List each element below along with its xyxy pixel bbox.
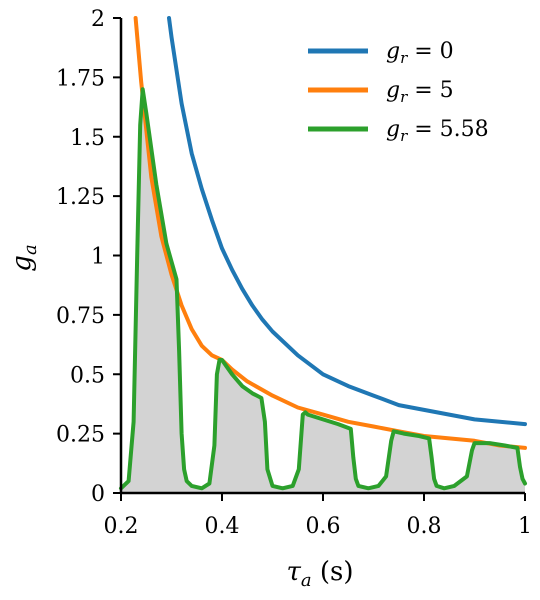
legend-label-gr0: gr = 0 — [386, 39, 454, 67]
legend-label-gr5: gr = 5 — [386, 78, 454, 106]
series-line-gr0 — [167, 16, 527, 427]
y-tick-label: 1.75 — [56, 66, 105, 91]
x-tick-label: 1 — [518, 514, 532, 539]
y-tick-label: 2 — [91, 7, 105, 32]
y-tick-label: 0.75 — [56, 304, 105, 329]
x-tick-label: 0.4 — [205, 514, 240, 539]
y-tick-label: 1.25 — [56, 185, 105, 210]
shaded-area-layer — [121, 89, 525, 494]
y-axis-label: ga — [7, 244, 41, 271]
legend: gr = 0 gr = 5 gr = 5.58 — [308, 39, 489, 145]
x-tick-label: 0.8 — [407, 514, 442, 539]
y-tick-label: 1.5 — [70, 126, 105, 151]
series-layer — [119, 16, 527, 491]
x-tick-label: 0.2 — [104, 514, 139, 539]
x-tick-label: 0.6 — [306, 514, 341, 539]
series-line-gr558 — [119, 87, 527, 491]
x-axis-label: τa (s) — [286, 557, 353, 591]
y-tick-label: 0.25 — [56, 423, 105, 448]
ticks-layer: 0 0.25 0.5 0.75 1 1.25 1.5 1.75 2 0.2 0.4 0.6 0.8 1 — [56, 7, 532, 539]
shaded-area — [121, 89, 525, 494]
y-tick-label: 0 — [91, 482, 105, 507]
legend-label-gr558: gr = 5.58 — [386, 117, 489, 145]
y-tick-label: 1 — [91, 245, 105, 270]
series-line-gr5 — [133, 16, 527, 450]
y-tick-label: 0.5 — [70, 363, 105, 388]
